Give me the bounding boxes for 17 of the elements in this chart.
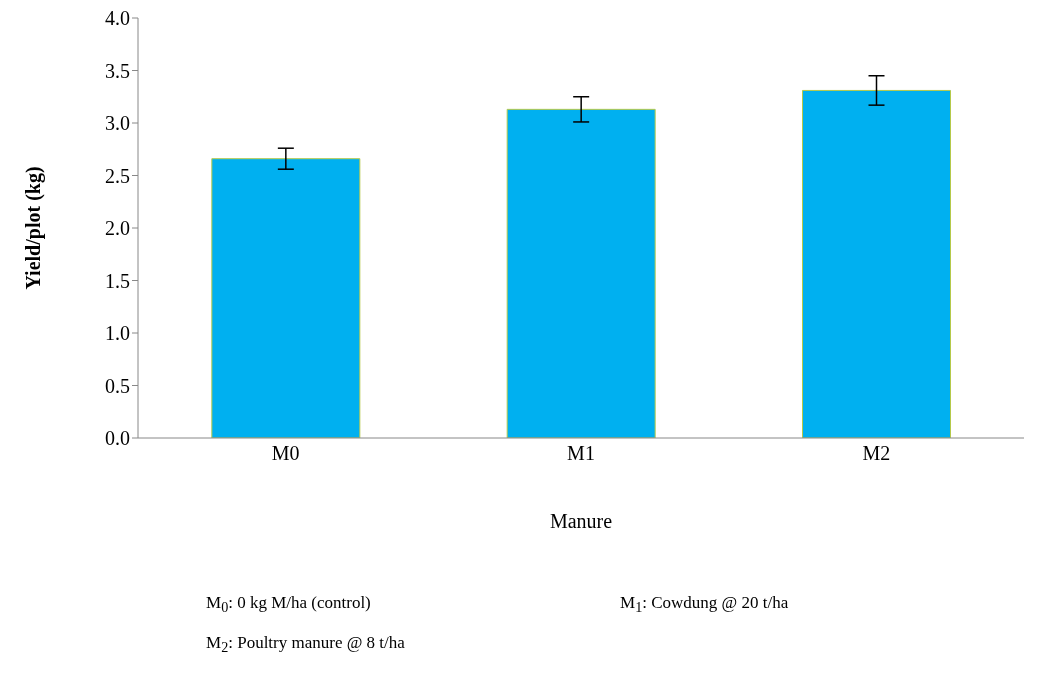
x-tick-label: M1	[567, 442, 595, 465]
y-tick-label: 2.5	[105, 164, 130, 187]
x-tick-label: M2	[862, 442, 891, 465]
text: M$_{2}$: Poultry manure @ 8 t/ha	[206, 633, 405, 657]
y-tick-label: 4.0	[105, 7, 130, 30]
y-tick-label: 2.0	[105, 217, 130, 240]
y-tick-label: 1.5	[105, 269, 130, 292]
y-tick-label: 0.0	[105, 427, 130, 450]
y-tick-label: 3.0	[105, 112, 130, 135]
y-tick-label: 1.0	[105, 322, 130, 345]
y-tick-label: 0.5	[105, 374, 130, 397]
text: M$_{1}$: Cowdung @ 20 t/ha	[620, 593, 789, 617]
text: M$_{0}$: 0 kg M/ha (control)	[206, 593, 371, 617]
x-axis-title: Manure	[549, 510, 613, 532]
x-tick-label: M0	[271, 442, 300, 465]
y-tick-label: 3.5	[105, 59, 130, 82]
y-axis-title: Yield/plot (kg)	[22, 166, 46, 290]
